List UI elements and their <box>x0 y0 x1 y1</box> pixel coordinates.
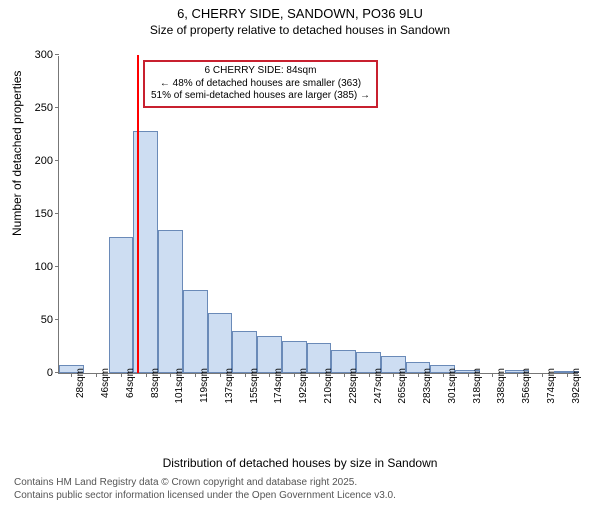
title-line1: 6, CHERRY SIDE, SANDOWN, PO36 9LU <box>0 6 600 23</box>
y-tick-label: 50 <box>23 314 53 326</box>
x-tick-label: 338sqm <box>496 368 507 404</box>
footer-line2: Contains public sector information licen… <box>14 490 396 503</box>
chart-area: 6 CHERRY SIDE: 84sqm ← 48% of detached h… <box>58 56 578 416</box>
x-tick-label: 356sqm <box>521 368 532 404</box>
annotation-line2: ← 48% of detached houses are smaller (36… <box>151 78 370 91</box>
histogram-bar <box>208 313 233 373</box>
x-tick-label: 210sqm <box>323 368 334 404</box>
footer-text: Contains HM Land Registry data © Crown c… <box>14 477 396 502</box>
y-tick-label: 0 <box>23 367 53 379</box>
annotation-line3: 51% of semi-detached houses are larger (… <box>151 90 370 103</box>
x-tick-label: 174sqm <box>273 368 284 404</box>
x-axis-label: Distribution of detached houses by size … <box>0 456 600 470</box>
x-tick-label: 228sqm <box>348 368 359 404</box>
annotation-line1: 6 CHERRY SIDE: 84sqm <box>151 65 370 78</box>
histogram-bar <box>158 230 183 373</box>
footer-line1: Contains HM Land Registry data © Crown c… <box>14 477 396 490</box>
x-tick-label: 247sqm <box>373 368 384 404</box>
y-axis-label: Number of detached properties <box>10 71 24 236</box>
y-tick-label: 100 <box>23 261 53 273</box>
x-tick-label: 155sqm <box>249 368 260 404</box>
x-tick-label: 374sqm <box>546 368 557 404</box>
x-tick-label: 265sqm <box>397 368 408 404</box>
title-line2: Size of property relative to detached ho… <box>0 23 600 39</box>
x-tick-label: 283sqm <box>422 368 433 404</box>
reference-line <box>137 55 139 373</box>
plot-area: 6 CHERRY SIDE: 84sqm ← 48% of detached h… <box>58 56 578 374</box>
histogram-bar <box>109 237 134 373</box>
x-tick-label: 301sqm <box>447 368 458 404</box>
x-tick-label: 119sqm <box>199 368 210 403</box>
y-tick-label: 300 <box>23 49 53 61</box>
chart-title: 6, CHERRY SIDE, SANDOWN, PO36 9LU Size o… <box>0 6 600 38</box>
x-tick-label: 137sqm <box>224 368 235 404</box>
x-tick-label: 192sqm <box>298 368 309 404</box>
x-tick-label: 28sqm <box>75 368 86 398</box>
annotation-box: 6 CHERRY SIDE: 84sqm ← 48% of detached h… <box>143 60 378 108</box>
histogram-bar <box>232 331 257 373</box>
y-tick-label: 200 <box>23 155 53 167</box>
histogram-bar <box>183 290 208 373</box>
y-tick-label: 250 <box>23 102 53 114</box>
x-tick-label: 101sqm <box>174 368 185 404</box>
x-tick-label: 318sqm <box>472 368 483 404</box>
x-tick-label: 392sqm <box>571 368 582 404</box>
y-tick-label: 150 <box>23 208 53 220</box>
